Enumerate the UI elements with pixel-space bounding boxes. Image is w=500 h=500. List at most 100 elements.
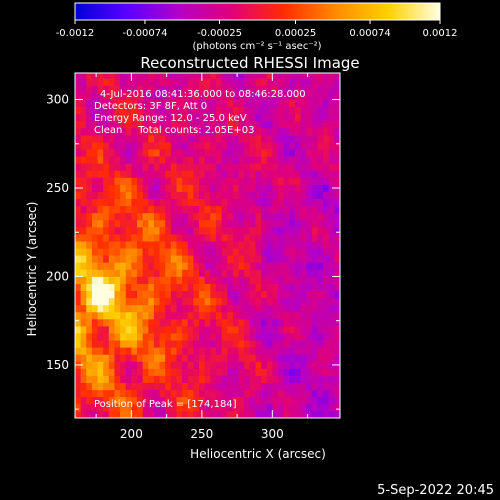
image-pixel: [165, 262, 172, 270]
image-pixel: [153, 205, 160, 214]
image-pixel: [294, 78, 301, 86]
image-pixel: [340, 269, 346, 276]
image-pixel: [294, 163, 301, 171]
image-pixel: [221, 410, 228, 418]
image-pixel: [91, 262, 98, 270]
image-pixel: [210, 403, 217, 412]
image-pixel: [120, 92, 127, 100]
image-pixel: [165, 184, 172, 192]
image-pixel: [328, 156, 335, 164]
image-pixel: [227, 92, 234, 100]
image-pixel: [187, 106, 194, 115]
image-pixel: [311, 234, 318, 242]
image-pixel: [289, 333, 296, 341]
image-pixel: [86, 382, 93, 391]
image-pixel: [323, 333, 330, 341]
image-pixel: [238, 198, 245, 207]
image-pixel: [103, 403, 110, 412]
image-pixel: [182, 326, 189, 334]
image-pixel: [334, 375, 340, 384]
image-pixel: [210, 368, 217, 376]
x-tick-label: 250: [190, 427, 213, 441]
image-pixel: [227, 326, 234, 334]
image-pixel: [255, 170, 262, 178]
image-pixel: [103, 73, 110, 79]
image-pixel: [232, 73, 239, 79]
image-pixel: [97, 382, 104, 391]
image-pixel: [75, 248, 76, 256]
image-pixel: [261, 106, 268, 115]
image-pixel: [142, 85, 149, 93]
image-pixel: [244, 241, 251, 249]
image-pixel: [300, 248, 307, 256]
image-pixel: [80, 354, 87, 362]
image-pixel: [170, 354, 177, 362]
image-pixel: [328, 276, 335, 284]
image-pixel: [86, 248, 93, 256]
image-pixel: [221, 85, 228, 93]
image-pixel: [227, 198, 234, 207]
image-pixel: [244, 85, 251, 93]
image-pixel: [210, 410, 217, 418]
image-pixel: [75, 234, 76, 242]
image-pixel: [300, 389, 307, 398]
image-pixel: [86, 120, 93, 129]
image-pixel: [334, 283, 340, 292]
image-pixel: [283, 134, 290, 143]
image-pixel: [176, 368, 183, 376]
image-pixel: [108, 354, 115, 362]
image-pixel: [170, 92, 177, 100]
image-pixel: [193, 290, 200, 299]
image-pixel: [255, 73, 262, 79]
image-pixel: [114, 127, 121, 136]
image-pixel: [294, 219, 301, 228]
image-pixel: [340, 114, 346, 121]
image-pixel: [328, 382, 335, 391]
image-pixel: [182, 361, 189, 369]
image-pixel: [80, 255, 87, 263]
image-pixel: [91, 113, 98, 122]
image-pixel: [193, 156, 200, 164]
image-pixel: [182, 396, 189, 405]
image-pixel: [294, 106, 301, 115]
image-pixel: [244, 156, 251, 164]
image-pixel: [210, 156, 217, 164]
image-pixel: [159, 106, 166, 115]
image-pixel: [232, 127, 239, 136]
image-pixel: [182, 262, 189, 270]
image-pixel: [120, 382, 127, 391]
image-pixel: [272, 410, 279, 418]
image-pixel: [221, 156, 228, 164]
image-pixel: [205, 418, 211, 425]
image-pixel: [193, 142, 200, 150]
image-pixel: [86, 64, 92, 71]
image-pixel: [238, 212, 245, 221]
image-pixel: [75, 120, 76, 129]
image-pixel: [323, 368, 330, 376]
image-pixel: [232, 375, 239, 384]
image-pixel: [148, 255, 155, 263]
image-pixel: [266, 99, 273, 108]
image-pixel: [283, 361, 290, 369]
image-pixel: [328, 318, 335, 327]
image-pixel: [108, 382, 115, 391]
image-pixel: [317, 99, 324, 108]
image-pixel: [165, 382, 172, 391]
image-pixel: [294, 99, 301, 108]
image-pixel: [277, 85, 285, 93]
image-pixel: [221, 368, 228, 376]
image-pixel: [193, 78, 200, 86]
image-pixel: [137, 311, 144, 320]
image-pixel: [91, 311, 98, 320]
image-pixel: [86, 318, 93, 327]
image-pixel: [193, 184, 200, 192]
image-pixel: [86, 347, 93, 355]
image-pixel: [328, 73, 335, 79]
image-pixel: [323, 410, 330, 418]
image-pixel: [311, 276, 318, 284]
image-pixel: [80, 283, 87, 292]
image-pixel: [165, 389, 172, 398]
image-pixel: [148, 304, 155, 313]
image-pixel: [137, 163, 144, 171]
image-pixel: [277, 226, 285, 235]
